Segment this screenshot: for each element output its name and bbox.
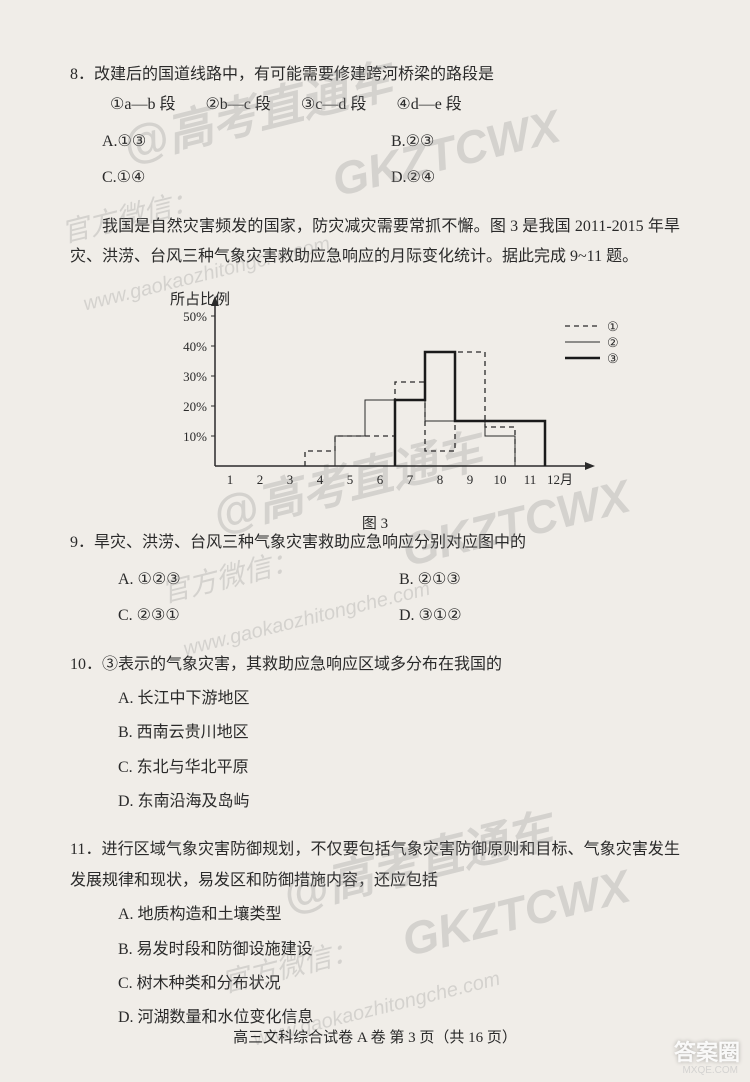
question-9: 9．旱灾、洪涝、台风三种气象灾害救助应急响应分别对应图中的 A. ①②③ B. … <box>70 528 680 631</box>
svg-text:③: ③ <box>607 351 619 366</box>
question-11: 11．进行区域气象灾害防御规划，不仅要包括气象灾害防御原则和目标、气象灾害发生发… <box>70 835 680 1033</box>
chart-svg: 所占比例 10% 20% 30% 40% 50% 1 2 3 4 5 6 7 8 9 10 11 12月 ①②③ <box>115 286 635 496</box>
question-number: 9． <box>70 534 94 551</box>
question-stem: 改建后的国道线路中，有可能需要修建跨河桥梁的路段是 <box>94 66 494 83</box>
option-b: B. ②①③ <box>399 565 680 595</box>
sub-option: ③c—d 段 <box>301 90 366 120</box>
option-c: C. ②③① <box>118 601 399 631</box>
chart-caption: 图 3 <box>115 510 635 539</box>
question-stem: 进行区域气象灾害防御规划，不仅要包括气象灾害防御原则和目标、气象灾害发生发展规律… <box>70 841 680 888</box>
svg-text:20%: 20% <box>183 399 207 414</box>
svg-text:11: 11 <box>524 472 537 487</box>
options-vertical: A. 地质构造和土壤类型 B. 易发时段和防御设施建设 C. 树木种类和分布状况… <box>70 900 680 1034</box>
svg-text:9: 9 <box>467 472 474 487</box>
svg-text:5: 5 <box>347 472 354 487</box>
option-a: A. ①②③ <box>118 565 399 595</box>
option-c: C. 树木种类和分布状况 <box>118 969 680 999</box>
options-row: C. ②③① D. ③①② <box>70 601 680 631</box>
option-b: B. 西南云贵川地区 <box>118 718 680 748</box>
question-8: 8．改建后的国道线路中，有可能需要修建跨河桥梁的路段是 ①a—b 段 ②b—c … <box>70 60 680 194</box>
option-c: C. 东北与华北平原 <box>118 753 680 783</box>
svg-text:1: 1 <box>227 472 234 487</box>
question-text: 8．改建后的国道线路中，有可能需要修建跨河桥梁的路段是 <box>70 60 680 90</box>
svg-text:50%: 50% <box>183 309 207 324</box>
option-d: D. 东南沿海及岛屿 <box>118 787 680 817</box>
options-row: A.①③ B.②③ <box>70 127 680 157</box>
options-row: C.①④ D.②④ <box>70 163 680 193</box>
svg-text:12月: 12月 <box>547 472 573 487</box>
option-a: A.①③ <box>102 127 391 157</box>
svg-text:①: ① <box>607 319 619 334</box>
sub-options: ①a—b 段 ②b—c 段 ③c—d 段 ④d—e 段 <box>70 90 680 120</box>
svg-text:10: 10 <box>494 472 507 487</box>
svg-text:30%: 30% <box>183 369 207 384</box>
option-a: A. 地质构造和土壤类型 <box>118 900 680 930</box>
options-row: A. ①②③ B. ②①③ <box>70 565 680 595</box>
option-b: B.②③ <box>391 127 680 157</box>
chart-figure-3: 所占比例10%20%30%40%50%123456789101112月①②③ 图… <box>115 286 635 516</box>
svg-text:7: 7 <box>407 472 414 487</box>
question-text: 10．③表示的气象灾害，其救助应急响应区域多分布在我国的 <box>70 650 680 680</box>
question-number: 11． <box>70 841 102 858</box>
svg-text:所占比例: 所占比例 <box>170 291 230 308</box>
options-vertical: A. 长江中下游地区 B. 西南云贵川地区 C. 东北与华北平原 D. 东南沿海… <box>70 684 680 818</box>
svg-text:40%: 40% <box>183 339 207 354</box>
question-text: 11．进行区域气象灾害防御规划，不仅要包括气象灾害防御原则和目标、气象灾害发生发… <box>70 835 680 896</box>
option-d: D.②④ <box>391 163 680 193</box>
question-stem: ③表示的气象灾害，其救助应急响应区域多分布在我国的 <box>102 656 502 673</box>
option-a: A. 长江中下游地区 <box>118 684 680 714</box>
corner-logo-sub: MXQE.COM <box>682 1061 738 1080</box>
svg-text:4: 4 <box>317 472 324 487</box>
svg-text:10%: 10% <box>183 429 207 444</box>
passage-text: 我国是自然灾害频发的国家，防灾减灾需要常抓不懈。图 3 是我国 2011-201… <box>70 212 680 273</box>
svg-text:2: 2 <box>257 472 264 487</box>
sub-option: ②b—c 段 <box>205 90 270 120</box>
question-number: 10． <box>70 656 102 673</box>
option-b: B. 易发时段和防御设施建设 <box>118 935 680 965</box>
sub-option: ④d—e 段 <box>396 90 461 120</box>
option-d: D. ③①② <box>399 601 680 631</box>
page-footer: 高三文科综合试卷 A 卷 第 3 页（共 16 页） <box>0 1024 750 1053</box>
svg-text:②: ② <box>607 335 619 350</box>
sub-option: ①a—b 段 <box>110 90 175 120</box>
option-c: C.①④ <box>102 163 391 193</box>
question-10: 10．③表示的气象灾害，其救助应急响应区域多分布在我国的 A. 长江中下游地区 … <box>70 650 680 818</box>
svg-text:3: 3 <box>287 472 294 487</box>
question-number: 8． <box>70 66 94 83</box>
svg-text:8: 8 <box>437 472 444 487</box>
svg-text:6: 6 <box>377 472 384 487</box>
